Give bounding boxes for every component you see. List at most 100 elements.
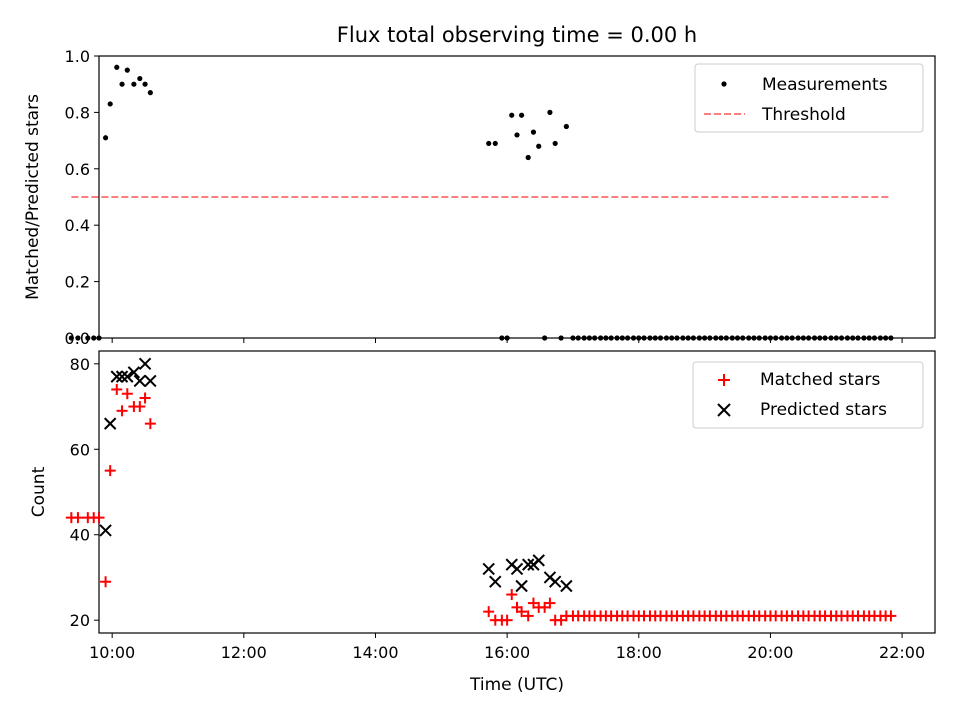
predicted-stars-point (532, 554, 545, 567)
matched-stars-point (139, 392, 151, 404)
measurement-point (570, 335, 576, 341)
predicted-stars-point (127, 366, 141, 379)
star-count-legend-frame (692, 361, 924, 429)
legend-matched-stars-marker (718, 374, 730, 386)
measurement-point (624, 335, 631, 341)
measurement-point (102, 135, 109, 141)
predicted-stars-point (521, 558, 535, 571)
measurement-point (674, 335, 680, 341)
matched-stars-point (121, 388, 133, 400)
measurement-point (486, 140, 492, 147)
matched-stars-point (522, 610, 534, 622)
matched-stars-point (506, 589, 518, 601)
star-count-y-axis-label: Count (29, 466, 49, 517)
star-count-legend: Matched stars Predicted stars (692, 361, 924, 429)
matched-ratio-legend-frame (694, 63, 924, 133)
matched-ratio-y-tick-label: 0.4 (65, 216, 90, 235)
measurement-point (811, 335, 818, 341)
measurement-point (680, 335, 686, 341)
matched-stars-point (144, 418, 156, 430)
measurement-point (861, 335, 867, 341)
measurement-point (542, 335, 548, 341)
matched-stars-point (111, 383, 123, 395)
measurement-point (707, 335, 713, 341)
predicted-stars-point (110, 370, 123, 383)
measurement-point (652, 335, 658, 341)
measurement-point (586, 335, 593, 341)
measurement-point (866, 335, 872, 341)
measurement-point (762, 335, 768, 341)
measurement-point (767, 335, 774, 341)
time-x-axis-label: Time (UTC) (469, 675, 564, 695)
measurement-point (713, 335, 719, 341)
predicted-stars-point (144, 374, 157, 388)
measurement-point (773, 335, 779, 341)
measurement-point (547, 109, 553, 115)
measurement-point (68, 335, 74, 341)
measurement-point (746, 335, 752, 341)
measurement-point (124, 67, 130, 73)
star-count-x-tick-label: 22:00 (879, 643, 925, 662)
measurement-point (855, 335, 861, 341)
measurement-point (552, 140, 558, 147)
measurement-point (822, 335, 828, 341)
matched-stars-point (544, 597, 556, 609)
figure-title: Flux total observing time = 0.00 h (337, 23, 697, 47)
measurement-point (647, 335, 653, 341)
predicted-stars-point (138, 357, 152, 371)
predicted-stars-point (121, 370, 134, 383)
matched-ratio-y-axis-label: Matched/Predicted stars (23, 94, 43, 300)
measurement-point (883, 335, 889, 341)
star-count-x-tick-label: 18:00 (616, 643, 662, 662)
measurement-point (499, 335, 505, 341)
star-count-x-tick-label: 10:00 (89, 643, 135, 662)
predicted-stars-point (515, 579, 528, 593)
measurement-point (581, 335, 587, 341)
measurement-point (685, 335, 691, 341)
matched-ratio-axis-ticks: 0.00.20.40.60.81.0 (65, 47, 903, 348)
measurement-point (740, 335, 746, 341)
measurement-point (838, 335, 845, 341)
star-count-axis-ticks: 10:00 12:00 14:00 16:00 18:00 20:00 22:00 20 40 6… (70, 355, 926, 662)
measurement-point (558, 335, 564, 341)
measurement-point (844, 335, 851, 341)
matched-stars-point (516, 606, 528, 618)
matched-ratio-marks (68, 64, 894, 341)
measurement-point (690, 335, 697, 341)
measurement-point (789, 335, 795, 341)
measurement-point (614, 335, 620, 341)
measurement-point (492, 140, 498, 147)
measurement-point (779, 335, 785, 341)
measurement-point (603, 335, 609, 341)
predicted-stars-point (133, 374, 147, 388)
measurement-point (718, 335, 724, 341)
measurement-point (784, 335, 790, 341)
measurement-point (806, 335, 812, 341)
matched-ratio-panel-frame (98, 55, 936, 339)
matched-stars-point (104, 465, 116, 477)
measurement-point (828, 335, 834, 341)
matched-ratio-y-tick-label: 0.2 (65, 273, 90, 292)
measurement-point (729, 335, 735, 341)
measurement-point (519, 112, 525, 118)
measurement-point (696, 335, 702, 341)
measurement-point (137, 75, 143, 82)
star-count-y-tick-label: 80 (70, 355, 90, 374)
measurement-point (91, 335, 97, 341)
matched-stars-point (885, 610, 897, 622)
matched-ratio-legend: Measurements Threshold (694, 63, 924, 133)
matched-stars-point (116, 405, 128, 417)
predicted-stars-point (510, 562, 524, 576)
measurement-point (563, 123, 569, 130)
measurement-point (96, 335, 102, 341)
legend-measurements-label: Measurements (762, 75, 888, 95)
measurement-point (530, 129, 537, 135)
measurement-point (800, 335, 806, 341)
matched-ratio-y-tick-label: 0.6 (65, 160, 90, 179)
star-count-marks (65, 357, 897, 626)
measurement-point (147, 90, 153, 96)
measurement-point (751, 335, 757, 341)
measurement-point (636, 335, 642, 341)
measurement-point (107, 101, 113, 107)
predicted-stars-point (115, 370, 129, 383)
